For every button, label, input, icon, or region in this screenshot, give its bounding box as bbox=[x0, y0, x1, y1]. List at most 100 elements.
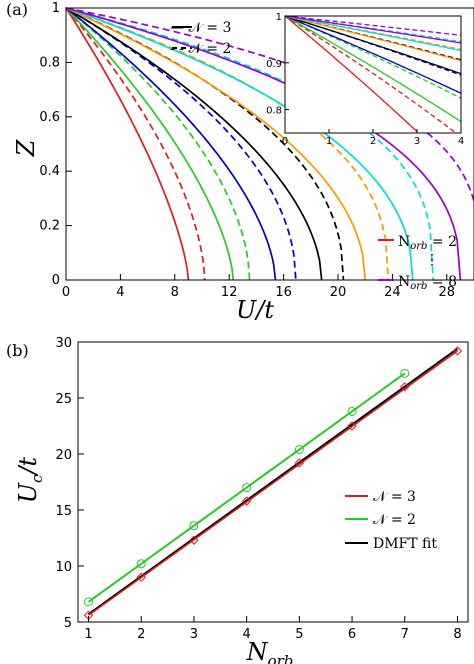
n2-point bbox=[136, 559, 146, 569]
a-ytick-label: 0.8 bbox=[39, 55, 60, 70]
b-ytick-label: 15 bbox=[55, 504, 72, 519]
a-xtick-label: 24 bbox=[384, 285, 401, 300]
n2-point bbox=[294, 445, 304, 455]
a-xtick-label: 0 bbox=[62, 285, 70, 300]
b-xtick-label: 6 bbox=[348, 627, 356, 642]
legend-ellipsis: ⋮ bbox=[425, 252, 439, 268]
n3-point bbox=[452, 346, 463, 356]
b-ytick-label: 30 bbox=[55, 336, 72, 351]
a-dashed-line bbox=[65, 7, 435, 281]
panel-b-ylabel: Uc/t bbox=[14, 456, 46, 503]
inset-background bbox=[285, 16, 461, 133]
panel-a-label: (a) bbox=[6, 0, 28, 19]
panel-a-frame bbox=[65, 7, 474, 281]
a-solid-line bbox=[65, 7, 235, 281]
inset-xtick-label: 2 bbox=[370, 136, 376, 147]
inset-dashed-line bbox=[284, 15, 462, 43]
a-ytick-label: 0.6 bbox=[39, 110, 60, 125]
panel-b-series bbox=[83, 346, 463, 620]
inset-dashed-line bbox=[284, 15, 462, 36]
legend-b-n2: 𝒩 = 2 bbox=[373, 512, 416, 528]
b-xtick-label: 1 bbox=[84, 627, 92, 642]
b-xtick-label: 5 bbox=[295, 627, 303, 642]
a-xtick-label: 8 bbox=[171, 285, 179, 300]
a-xtick-label: 16 bbox=[275, 285, 292, 300]
inset-xtick-label: 4 bbox=[458, 136, 464, 147]
inset-ytick-label: 1 bbox=[276, 12, 282, 23]
a-solid-line bbox=[65, 7, 367, 281]
n2-point bbox=[189, 521, 199, 531]
inset-xtick-label: 3 bbox=[414, 136, 420, 147]
a-xtick-label: 4 bbox=[116, 285, 124, 300]
b-xtick-label: 2 bbox=[137, 627, 145, 642]
b-ytick-label: 20 bbox=[55, 448, 72, 463]
n3-point bbox=[347, 421, 357, 431]
b-xtick-label: 3 bbox=[190, 627, 198, 642]
n3-point bbox=[241, 496, 252, 506]
a-xtick-label: 20 bbox=[330, 285, 347, 300]
b-xtick-label: 4 bbox=[243, 627, 251, 642]
a-solid-line bbox=[65, 7, 462, 281]
a-solid-line bbox=[65, 7, 323, 281]
a-solid-line bbox=[65, 7, 190, 281]
n2-point bbox=[400, 368, 410, 378]
legend-dashed-label: - - 𝒩 = 2 bbox=[170, 41, 231, 57]
n3-point bbox=[189, 535, 199, 545]
b-ytick-label: 25 bbox=[55, 392, 72, 407]
a-solid-line bbox=[65, 7, 414, 281]
b-ytick-label: 10 bbox=[55, 560, 72, 575]
n3-line bbox=[88, 350, 458, 616]
b-xtick-label: 8 bbox=[453, 627, 461, 642]
panel-a-xlabel: U/t bbox=[236, 296, 274, 324]
a-dashed-line bbox=[65, 7, 251, 281]
inset-solid-line bbox=[284, 15, 462, 123]
inset-xtick-label: 0 bbox=[282, 136, 288, 147]
n2-point bbox=[242, 483, 252, 493]
legend-solid-label: — 𝒩 = 3 bbox=[170, 20, 231, 36]
inset-solid-line bbox=[284, 15, 418, 133]
inset-dashed-line bbox=[284, 15, 457, 134]
panel-a-series bbox=[65, 7, 474, 281]
inset-solid-line bbox=[284, 15, 462, 52]
n2-line bbox=[87, 372, 406, 603]
legend-norb-last: Norb = 8 bbox=[398, 274, 457, 292]
legend-b-fit: DMFT fit bbox=[373, 536, 437, 552]
b-xtick-label: 7 bbox=[401, 627, 409, 642]
b-ytick-label: 5 bbox=[64, 616, 72, 631]
panel-a-style-legend: — 𝒩 = 3 - - 𝒩 = 2 bbox=[170, 20, 231, 57]
a-xtick-label: 12 bbox=[221, 285, 238, 300]
inset-dashed-line bbox=[284, 15, 462, 50]
panel-a-ylabel: Z bbox=[12, 138, 40, 157]
n2-point bbox=[84, 597, 94, 607]
a-ytick-label: 0 bbox=[52, 273, 60, 288]
inset-solid-line bbox=[284, 15, 462, 75]
fit-line bbox=[87, 347, 459, 615]
n3-point bbox=[400, 382, 410, 392]
panel-b-ticks: 1 2 3 4 5 6 7 8 5 10 15 20 25 30 bbox=[55, 336, 461, 642]
a-xtick-label: 28 bbox=[439, 285, 456, 300]
n3-point bbox=[294, 458, 305, 468]
n2-point bbox=[347, 406, 357, 416]
n3-point bbox=[136, 572, 146, 582]
inset-ticks: 0 1 2 3 4 0.8 0.9 1 bbox=[266, 12, 464, 147]
panel-b-label: (b) bbox=[6, 341, 29, 360]
a-dashed-line bbox=[65, 7, 206, 281]
inset-series bbox=[284, 15, 462, 134]
panel-b-legend: 𝒩 = 3 𝒩 = 2 DMFT fit bbox=[345, 489, 437, 552]
inset-solid-line bbox=[284, 15, 462, 44]
a-ytick-label: 1 bbox=[52, 1, 60, 16]
panel-a-orb-legend: Norb = 2 ⋮ Norb = 8 bbox=[378, 234, 457, 292]
inset-xtick-label: 1 bbox=[326, 136, 332, 147]
panel-b-xlabel: Norb bbox=[246, 638, 294, 664]
a-ytick-label: 0.4 bbox=[39, 164, 60, 179]
a-solid-line bbox=[65, 7, 277, 281]
inset-solid-line bbox=[284, 15, 462, 62]
inset-solid-line bbox=[284, 15, 462, 94]
inset-ytick-label: 0.8 bbox=[266, 106, 282, 117]
legend-b-n3: 𝒩 = 3 bbox=[373, 489, 416, 505]
inset-ytick-label: 0.9 bbox=[266, 59, 282, 70]
a-ytick-label: 0.2 bbox=[39, 219, 60, 234]
legend-norb-first: Norb = 2 bbox=[398, 234, 457, 252]
